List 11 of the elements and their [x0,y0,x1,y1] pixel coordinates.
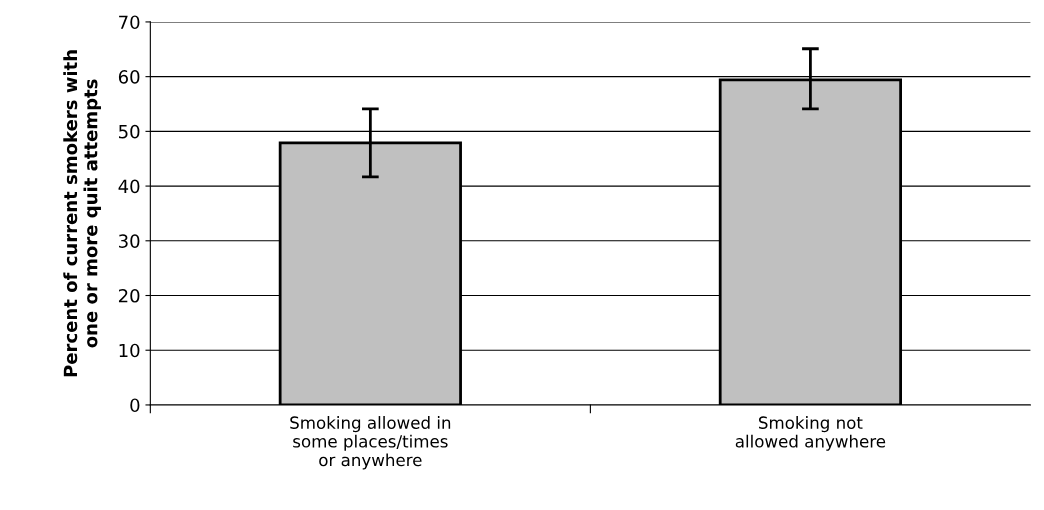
y-tick-label: 20 [118,288,140,303]
y-tick-label: 10 [119,343,140,358]
x-tick-label: Smoking not allowed anywhere [735,416,886,451]
y-tick-label: 50 [119,124,140,139]
y-tick-label: 30 [119,234,140,248]
x-tick-label: Smoking allowed in some places/times or anywhere [290,416,451,470]
y-tick-label: 70 [119,15,140,30]
y-axis-title: Percent of current smokers with one or more quit attempts [63,50,101,377]
y-tick-label: 0 [130,398,140,413]
y-tick-label: 60 [118,70,140,84]
y-tick-label: 40 [118,179,140,194]
